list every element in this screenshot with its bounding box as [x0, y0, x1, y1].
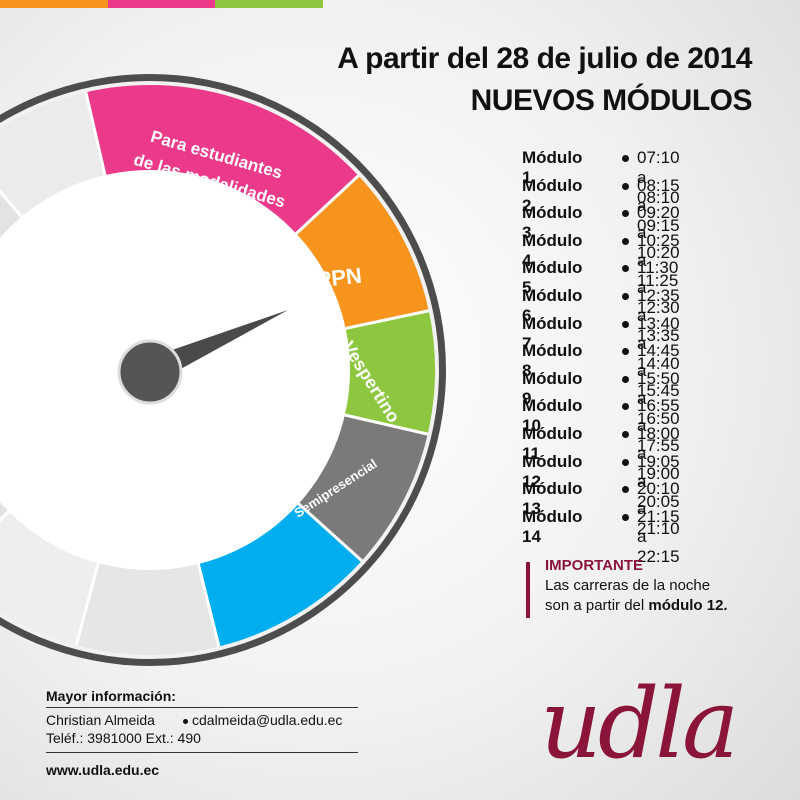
module-name: Módulo 9 — [522, 368, 583, 408]
module-time: 08:15 a 09:15 — [637, 175, 680, 235]
dial-segment — [76, 558, 219, 655]
needle-hub — [117, 339, 183, 405]
segment-green — [340, 310, 435, 435]
segment-divider — [0, 506, 14, 523]
segment-divider — [293, 499, 363, 562]
segment-pink — [85, 85, 359, 238]
title-line: A partir del 28 de julio de 2014 — [337, 42, 752, 75]
module-name: Módulo 4 — [522, 230, 583, 270]
contact-heading: Mayor información: — [46, 688, 176, 704]
segment-divider — [195, 558, 221, 647]
top-bar-orange — [0, 0, 108, 8]
module-time: 10:25 a 11:25 — [637, 230, 680, 290]
contact-phone: Teléf.: 3981000 Ext.: 490 — [46, 730, 201, 746]
segment-divider — [339, 412, 429, 436]
bullet — [622, 265, 629, 273]
bullet — [622, 375, 629, 383]
bullet — [622, 486, 629, 494]
bullet — [622, 348, 629, 356]
module-time: 13:40 a 14:40 — [637, 313, 680, 373]
title-line: NUEVOS MÓDULOS — [470, 84, 753, 117]
module-name: Módulo 14 — [522, 506, 583, 546]
module-name: Módulo 1 — [522, 148, 583, 187]
segment-divider — [74, 557, 101, 646]
bullet — [622, 320, 629, 328]
module-name: Módulo 8 — [522, 341, 583, 381]
important-text: Las carreras de la noche — [545, 577, 711, 594]
module-time: 09:20 a 10:20 — [637, 203, 680, 263]
module-time: 15:50 a 16:50 — [637, 368, 680, 428]
module-name: Módulo 12 — [522, 451, 583, 491]
important-bold: módulo 12. — [648, 597, 728, 614]
logo: udla — [540, 668, 739, 780]
rule — [46, 707, 358, 708]
rule — [46, 752, 358, 753]
important-text: son a partir del — [545, 597, 645, 614]
segment-divider — [340, 309, 430, 331]
important-text: son a partir del módulo 12. — [545, 597, 728, 614]
module-name: Módulo 11 — [522, 424, 583, 463]
bullet — [622, 403, 629, 411]
module-time: 11:30 a 12:30 — [637, 258, 680, 318]
dial-segment — [0, 92, 107, 221]
module-name: Módulo 7 — [522, 313, 583, 353]
segment-divider — [84, 91, 108, 181]
bullet — [622, 293, 629, 300]
bullet — [183, 719, 188, 724]
segment-blue — [197, 500, 362, 647]
module-time: 21:15 a 22:15 — [637, 506, 680, 566]
segment-divider — [291, 174, 360, 239]
module-name: Módulo 6 — [522, 286, 583, 325]
module-time: 14:45 a 15:45 — [637, 341, 680, 401]
module-time: 12:35 a 13:35 — [637, 286, 680, 345]
module-name: Módulo 13 — [522, 479, 583, 519]
important-bar — [526, 562, 530, 618]
bullet — [622, 155, 629, 162]
contact-name: Christian Almeida — [46, 712, 155, 728]
contact-web: www.udla.edu.ec — [46, 762, 160, 778]
bullet — [622, 513, 629, 521]
module-name: Módulo 10 — [522, 396, 583, 436]
segment-divider — [0, 188, 26, 222]
top-bar-green — [215, 0, 323, 8]
bullet — [622, 431, 629, 438]
module-time: 16:55 a 17:55 — [637, 396, 680, 456]
important-heading: IMPORTANTE — [545, 557, 644, 574]
top-bar-pink — [108, 0, 215, 8]
module-time: 19:05 a 20:05 — [637, 451, 680, 511]
segment-orange — [292, 175, 429, 330]
bullet — [622, 458, 629, 466]
contact-email: cdalmeida@udla.edu.ec — [192, 712, 343, 728]
module-name: Módulo 5 — [522, 258, 583, 298]
module-name: Módulo 3 — [522, 203, 583, 243]
module-time: 07:10 a 08:10 — [637, 148, 680, 207]
bullet — [622, 210, 629, 218]
dial-segment — [0, 507, 100, 646]
bullet — [622, 237, 629, 245]
module-name: Módulo 2 — [522, 175, 583, 215]
segment-label: PPN — [315, 263, 363, 293]
module-time: 20:10 a 21:10 — [637, 479, 680, 539]
bullet — [622, 182, 629, 190]
module-time: 18:00 a 19:00 — [637, 424, 680, 483]
